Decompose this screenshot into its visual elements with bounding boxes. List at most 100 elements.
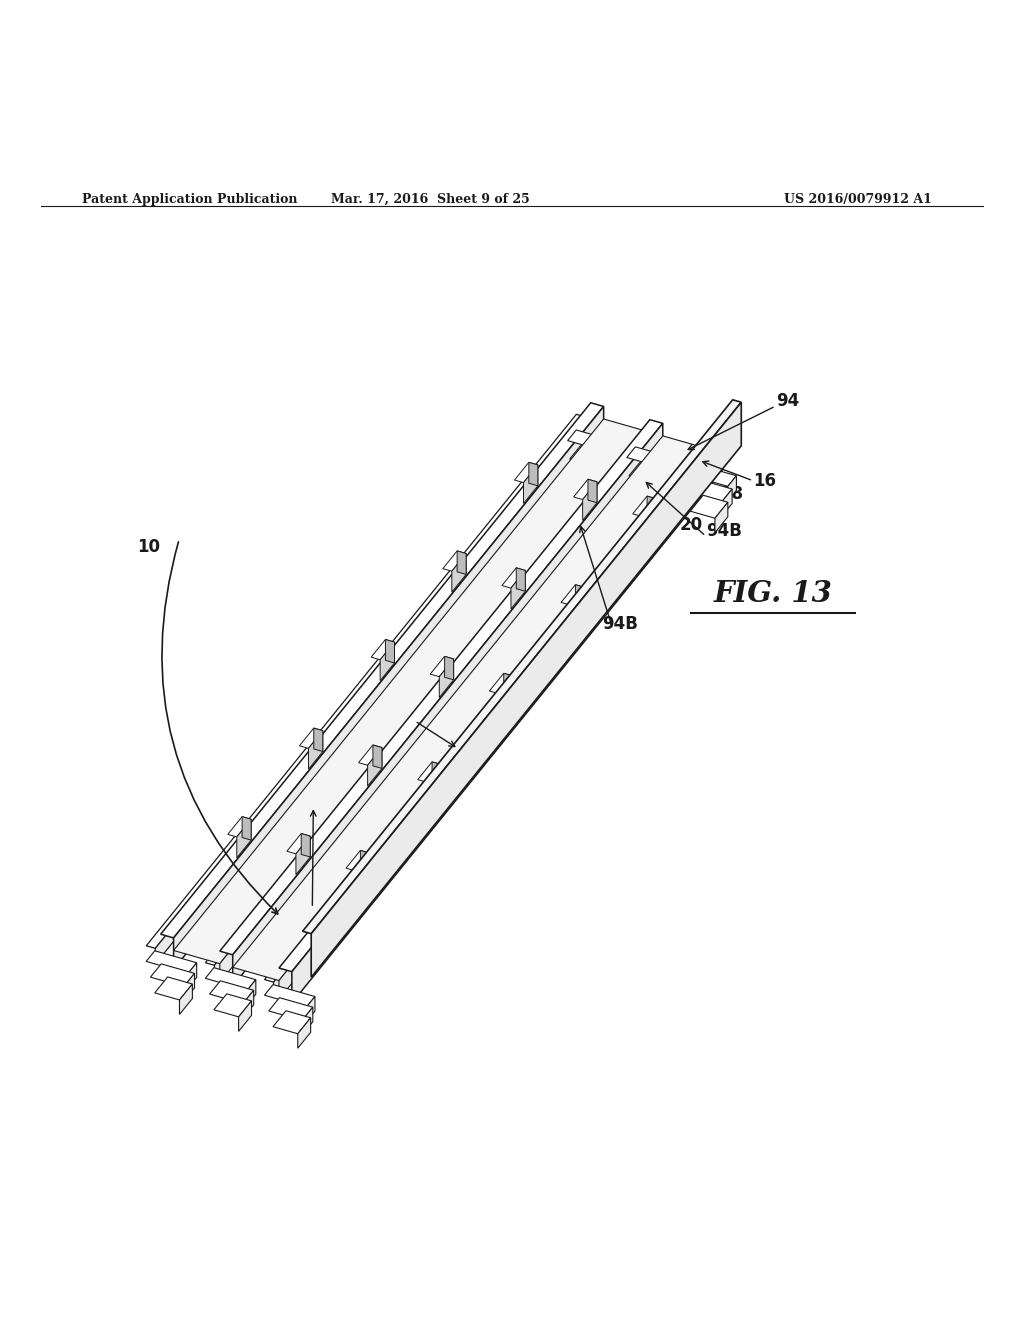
Polygon shape [188, 962, 197, 987]
Text: 94: 94 [776, 392, 799, 411]
Polygon shape [715, 503, 728, 533]
Polygon shape [302, 1007, 312, 1035]
Polygon shape [655, 486, 669, 516]
Polygon shape [247, 979, 256, 1005]
Polygon shape [243, 990, 254, 1018]
Polygon shape [561, 585, 585, 605]
Polygon shape [573, 479, 597, 499]
Polygon shape [311, 403, 741, 977]
Text: 18: 18 [721, 484, 743, 503]
Polygon shape [355, 853, 370, 891]
Polygon shape [686, 463, 736, 486]
Polygon shape [220, 420, 663, 954]
Polygon shape [663, 473, 673, 500]
Polygon shape [296, 836, 310, 875]
Polygon shape [627, 447, 677, 470]
Polygon shape [273, 1011, 310, 1034]
Text: US 2016/0079912 A1: US 2016/0079912 A1 [784, 193, 932, 206]
Polygon shape [642, 499, 656, 537]
Polygon shape [432, 762, 441, 785]
Text: FIG. 13: FIG. 13 [714, 579, 833, 609]
Polygon shape [502, 568, 525, 589]
Polygon shape [308, 731, 323, 770]
Polygon shape [368, 747, 382, 787]
Polygon shape [273, 450, 703, 998]
Polygon shape [161, 403, 604, 939]
Polygon shape [523, 465, 538, 503]
Polygon shape [146, 414, 586, 948]
Polygon shape [631, 478, 669, 502]
Polygon shape [358, 744, 382, 766]
Polygon shape [346, 850, 370, 871]
Polygon shape [279, 437, 722, 972]
Polygon shape [313, 729, 323, 751]
Polygon shape [609, 442, 618, 467]
Polygon shape [146, 950, 197, 973]
Polygon shape [156, 417, 586, 964]
Polygon shape [569, 446, 613, 469]
Text: 10: 10 [137, 539, 160, 556]
Polygon shape [721, 488, 732, 517]
Polygon shape [442, 550, 466, 572]
Polygon shape [264, 447, 703, 982]
Text: 20: 20 [680, 516, 702, 535]
Polygon shape [418, 762, 441, 783]
Text: Patent Application Publication: Patent Application Publication [82, 193, 297, 206]
Polygon shape [183, 973, 195, 1001]
Polygon shape [430, 656, 454, 677]
Polygon shape [427, 764, 441, 803]
Polygon shape [227, 817, 251, 837]
Text: 12: 12 [373, 702, 395, 719]
Polygon shape [239, 1001, 252, 1031]
Polygon shape [210, 981, 254, 1003]
Polygon shape [151, 964, 195, 986]
Polygon shape [303, 400, 741, 933]
Polygon shape [232, 424, 663, 986]
Polygon shape [588, 479, 597, 503]
Polygon shape [242, 817, 251, 840]
Polygon shape [380, 642, 394, 681]
Polygon shape [155, 977, 193, 1001]
Polygon shape [444, 656, 454, 680]
Polygon shape [232, 436, 709, 981]
Polygon shape [669, 459, 677, 484]
Polygon shape [603, 455, 613, 483]
Polygon shape [575, 585, 585, 609]
Text: Mar. 17, 2016  Sheet 9 of 25: Mar. 17, 2016 Sheet 9 of 25 [331, 193, 529, 206]
Polygon shape [220, 432, 650, 982]
Polygon shape [301, 833, 310, 857]
Polygon shape [179, 983, 193, 1015]
Polygon shape [214, 434, 644, 981]
Polygon shape [237, 820, 251, 858]
Polygon shape [499, 676, 513, 714]
Polygon shape [292, 441, 722, 1003]
Polygon shape [299, 729, 323, 748]
Polygon shape [583, 482, 597, 520]
Polygon shape [688, 479, 732, 503]
Polygon shape [489, 673, 513, 693]
Polygon shape [439, 659, 454, 697]
Polygon shape [633, 496, 656, 516]
Polygon shape [647, 496, 656, 520]
Polygon shape [205, 968, 256, 990]
Polygon shape [629, 462, 673, 486]
Polygon shape [597, 469, 609, 499]
Polygon shape [516, 568, 525, 591]
Polygon shape [452, 553, 466, 593]
Text: 94A: 94A [312, 894, 348, 912]
Polygon shape [373, 744, 382, 768]
Polygon shape [173, 407, 604, 969]
Polygon shape [214, 994, 252, 1016]
Polygon shape [173, 418, 650, 964]
Polygon shape [690, 495, 728, 519]
Polygon shape [279, 449, 709, 999]
Polygon shape [457, 550, 466, 574]
Polygon shape [268, 998, 312, 1020]
Polygon shape [728, 475, 736, 500]
Polygon shape [264, 985, 315, 1007]
Text: 94B: 94B [602, 615, 638, 632]
Polygon shape [371, 639, 394, 660]
Polygon shape [504, 673, 513, 697]
Polygon shape [514, 462, 538, 483]
Polygon shape [511, 570, 525, 609]
